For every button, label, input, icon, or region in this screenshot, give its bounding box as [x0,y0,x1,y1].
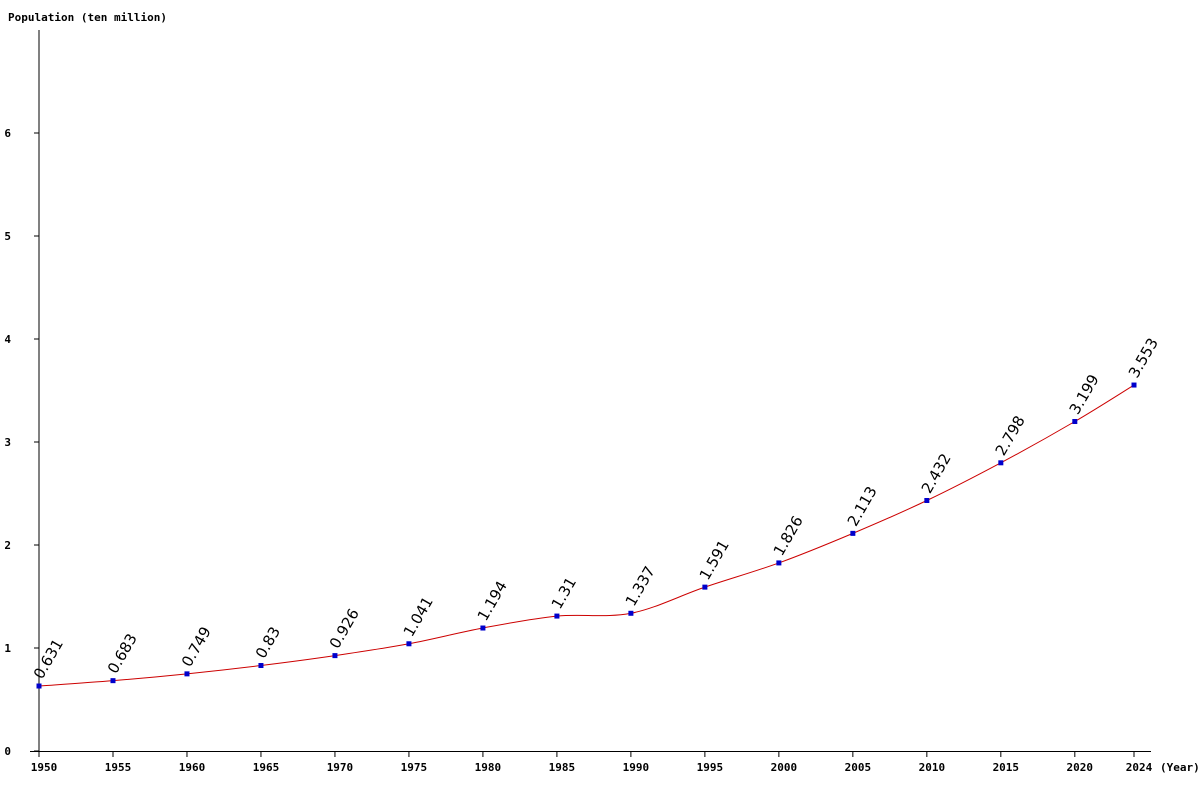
data-point [924,498,930,504]
data-label: 1.591 [696,537,733,583]
y-tick-label: 0 [4,745,11,758]
x-tick-label: 1985 [549,761,576,774]
data-point [776,560,782,566]
y-tick-label: 1 [4,642,11,655]
data-label: 0.926 [326,605,363,651]
x-tick-label: 1980 [475,761,502,774]
data-label: 0.631 [30,636,67,682]
x-tick-label: 1950 [31,761,58,774]
x-tick-label: 1995 [697,761,724,774]
y-tick-label: 4 [4,333,11,346]
data-label: 0.749 [178,624,215,670]
data-labels: 0.631 0.683 0.749 0.83 0.926 1.041 1.194 1.31 1.… [30,335,1162,682]
data-label: 1.337 [622,563,659,609]
data-label: 0.683 [104,630,141,676]
data-label: 1.041 [400,594,437,640]
data-label: 2.798 [992,413,1029,459]
x-tick-label: 1975 [401,761,428,774]
data-label: 0.83 [252,624,284,662]
data-label: 1.194 [474,578,511,624]
data-point [1072,419,1078,425]
y-axis-ticks: 0 1 2 3 4 5 6 [4,127,39,758]
x-tick-label: 1960 [179,761,206,774]
y-axis-title: Population (ten million) [8,11,167,24]
x-tick-label: 2024 [1126,761,1153,774]
data-label: 3.553 [1125,335,1162,381]
data-point [332,653,338,659]
data-label: 1.31 [548,574,580,612]
data-label: 1.826 [770,513,807,559]
data-point [628,610,634,616]
data-point-markers [36,382,1137,689]
x-axis-title: (Year) [1160,761,1200,774]
x-tick-label: 1955 [105,761,132,774]
data-point [850,530,856,536]
data-point [998,460,1004,466]
x-tick-label: 2005 [845,761,872,774]
x-tick-label: 1965 [253,761,280,774]
y-tick-label: 3 [4,436,11,449]
y-tick-label: 2 [4,539,11,552]
data-point [258,663,264,669]
data-point [184,671,190,677]
x-tick-label: 2015 [993,761,1020,774]
data-point [702,584,708,590]
data-point [36,683,42,689]
data-point [480,625,486,631]
data-point [1131,382,1137,388]
data-point [554,613,560,619]
y-tick-label: 5 [4,230,11,243]
x-tick-label: 2010 [919,761,946,774]
data-label: 3.199 [1066,371,1103,417]
x-axis-ticks: 1950 1955 1960 1965 1970 1975 1980 1985 1990 1995… [31,751,1153,774]
data-label: 2.113 [844,483,881,529]
data-point [406,641,412,647]
population-series-line [38,384,1135,687]
x-tick-label: 1970 [327,761,354,774]
x-tick-label: 2020 [1067,761,1094,774]
data-point [110,678,116,684]
y-tick-label: 6 [4,127,11,140]
x-tick-label: 2000 [771,761,798,774]
x-tick-label: 1990 [623,761,650,774]
